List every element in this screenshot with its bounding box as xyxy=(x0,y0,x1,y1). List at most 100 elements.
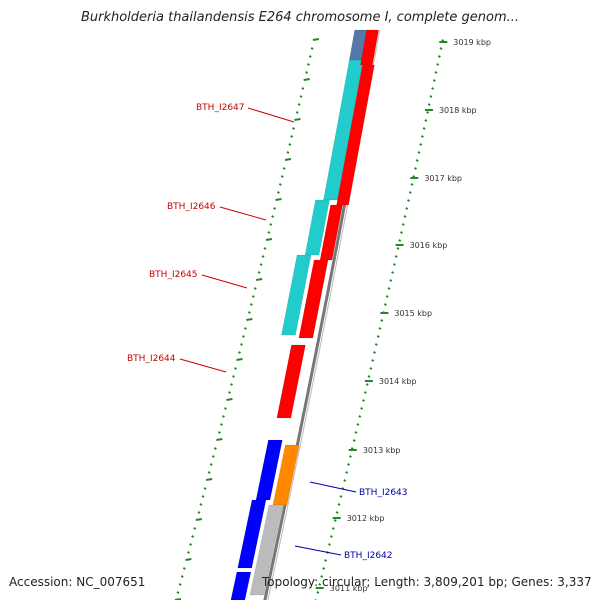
gene-block-red xyxy=(319,204,343,261)
outer-ruler-minor-tick xyxy=(249,303,253,306)
inner-ruler-dot xyxy=(322,567,326,570)
outer-ruler-minor-tick xyxy=(261,255,265,258)
gene-label: BTH_I2646 xyxy=(167,202,216,212)
gene-label: BTH_I2642 xyxy=(344,551,393,561)
inner-ruler-dot xyxy=(373,351,376,354)
inner-ruler-dot xyxy=(408,191,412,194)
outer-ruler-minor-tick xyxy=(290,135,294,138)
inner-ruler-dot xyxy=(391,271,395,274)
gene-block-cyan xyxy=(304,199,330,256)
inner-ruler-dot xyxy=(365,383,369,386)
gene-label: BTH_I2645 xyxy=(149,270,198,280)
outer-ruler-minor-tick xyxy=(201,495,205,498)
outer-ruler-minor-tick xyxy=(207,471,211,474)
gene-block-red xyxy=(336,64,375,206)
inner-ruler-dot xyxy=(324,559,328,562)
gene-block-blue xyxy=(255,439,283,501)
outer-ruler-minor-tick xyxy=(187,551,190,554)
outer-ruler-minor-tick xyxy=(240,343,243,346)
outer-ruler-minor-tick xyxy=(234,367,237,370)
inner-ruler-dot xyxy=(383,303,387,306)
inner-ruler-dot xyxy=(392,263,396,266)
outer-ruler-minor-tick xyxy=(297,103,301,106)
outer-ruler-minor-tick xyxy=(203,487,207,490)
outer-ruler-minor-tick xyxy=(217,431,221,434)
gene-label: BTH_I2647 xyxy=(196,103,245,113)
gene-block-grey xyxy=(249,504,284,596)
gene-leader-line xyxy=(294,545,342,556)
gene-label: BTH_I2643 xyxy=(359,488,408,498)
outer-ruler-minor-tick xyxy=(247,311,251,314)
inner-ruler-dot xyxy=(417,151,421,154)
outer-ruler-minor-tick xyxy=(189,543,193,546)
outer-ruler-minor-tick xyxy=(278,183,282,186)
inner-ruler-dot xyxy=(318,583,322,586)
inner-ruler-dot xyxy=(356,423,360,426)
inner-ruler-dot xyxy=(403,215,407,218)
scale-tick-label: 3016 kbp xyxy=(410,241,448,250)
outer-ruler-minor-tick xyxy=(230,383,233,386)
outer-ruler-major-tick xyxy=(226,398,233,401)
outer-ruler-minor-tick xyxy=(221,415,225,418)
inner-ruler-dot xyxy=(419,143,423,146)
outer-ruler-minor-tick xyxy=(282,167,286,170)
inner-ruler-dot xyxy=(426,111,429,114)
outer-ruler-minor-tick xyxy=(257,271,261,274)
inner-ruler-dot xyxy=(350,447,354,450)
inner-ruler-dot xyxy=(331,527,335,530)
inner-ruler-dot xyxy=(432,79,436,82)
scale-tick-label: 3011 kbp xyxy=(330,584,368,593)
topology-summary: Topology: circular; Length: 3,809,201 bp… xyxy=(262,575,592,589)
outer-ruler-minor-tick xyxy=(271,215,275,218)
outer-ruler-minor-tick xyxy=(199,503,203,506)
inner-ruler-dot xyxy=(431,87,435,90)
inner-ruler-dot xyxy=(320,575,324,578)
scale-tick-label: 3013 kbp xyxy=(363,446,401,455)
outer-ruler-minor-tick xyxy=(211,455,215,458)
outer-ruler-minor-tick xyxy=(280,175,284,178)
inner-ruler-dot xyxy=(354,431,358,434)
inner-ruler-dot xyxy=(427,103,431,106)
gene-leader-line xyxy=(247,107,295,123)
inner-ruler-dot xyxy=(407,199,410,202)
outer-ruler-minor-tick xyxy=(176,591,180,594)
inner-ruler-dot xyxy=(389,279,393,282)
inner-ruler-dot xyxy=(358,415,362,418)
inner-ruler-dot xyxy=(339,495,343,498)
outer-ruler-minor-tick xyxy=(253,287,257,290)
outer-ruler-minor-tick xyxy=(224,407,227,410)
gene-block-red xyxy=(298,259,329,339)
outer-ruler-minor-tick xyxy=(242,335,245,338)
outer-ruler-minor-tick xyxy=(276,191,280,194)
inner-ruler-dot xyxy=(347,463,350,466)
outer-ruler-minor-tick xyxy=(228,391,231,394)
outer-ruler-major-tick xyxy=(205,478,213,481)
outer-ruler-minor-tick xyxy=(273,207,277,210)
inner-ruler-dot xyxy=(335,511,339,514)
inner-ruler-dot xyxy=(414,167,417,170)
inner-ruler-dot xyxy=(398,239,402,242)
inner-ruler-dot xyxy=(343,479,347,482)
inner-ruler-dot xyxy=(400,231,403,234)
outer-ruler-minor-tick xyxy=(305,71,309,74)
outer-ruler-major-tick xyxy=(216,438,223,441)
outer-ruler-minor-tick xyxy=(232,375,235,378)
gene-block-blue xyxy=(230,571,252,600)
outer-ruler-minor-tick xyxy=(197,511,201,514)
outer-ruler-major-tick xyxy=(303,78,310,81)
inner-ruler-dot xyxy=(316,591,320,594)
outer-ruler-major-tick xyxy=(312,38,320,41)
inner-ruler-dot xyxy=(437,55,441,58)
outer-ruler-minor-tick xyxy=(259,263,263,266)
inner-ruler-dot xyxy=(429,95,433,98)
gene-block-red xyxy=(276,344,306,419)
inner-ruler-dot xyxy=(436,63,440,66)
outer-ruler-minor-tick xyxy=(310,47,314,50)
inner-ruler-dot xyxy=(328,543,331,546)
inner-ruler-dot xyxy=(396,247,400,250)
inner-ruler-dot xyxy=(371,359,375,362)
outer-ruler-minor-tick xyxy=(193,527,197,530)
inner-ruler-dot xyxy=(424,119,428,122)
inner-ruler-dot xyxy=(333,519,337,522)
